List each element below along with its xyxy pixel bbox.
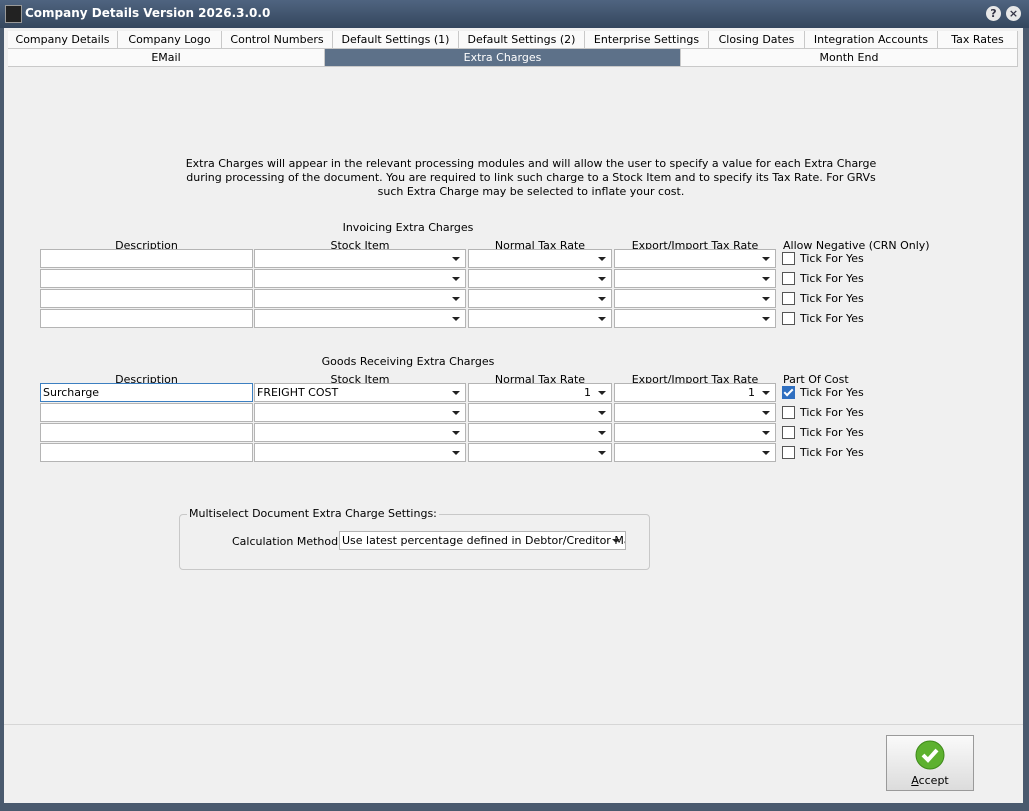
checkbox-label: Tick For Yes (800, 446, 864, 459)
dropdown[interactable] (614, 403, 776, 422)
dropdown[interactable]: 1 (614, 383, 776, 402)
app-icon (5, 5, 22, 23)
tab[interactable]: Default Settings (2) (459, 31, 585, 49)
text-input[interactable] (40, 403, 253, 422)
checkbox-label: Tick For Yes (800, 426, 864, 439)
checkbox[interactable] (782, 426, 795, 439)
dropdown[interactable] (254, 423, 466, 442)
accept-label: Accept (911, 774, 949, 787)
dropdown[interactable] (614, 249, 776, 268)
dropdown[interactable] (254, 269, 466, 288)
dropdown[interactable] (614, 289, 776, 308)
checkbox[interactable] (782, 252, 795, 265)
dropdown[interactable] (254, 403, 466, 422)
separator (4, 724, 1023, 725)
dropdown[interactable] (254, 309, 466, 328)
tab[interactable]: Default Settings (1) (333, 31, 459, 49)
dropdown[interactable] (254, 249, 466, 268)
accept-button[interactable]: Accept (886, 735, 974, 791)
checkbox-label: Tick For Yes (800, 406, 864, 419)
dropdown[interactable] (468, 423, 612, 442)
column-header: Description (115, 239, 178, 252)
column-header: Stock Item (330, 373, 390, 386)
dropdown[interactable] (614, 309, 776, 328)
tab[interactable]: Company Logo (118, 31, 222, 49)
field-label: Calculation Method (232, 535, 339, 548)
dropdown[interactable] (468, 269, 612, 288)
text-input[interactable] (40, 309, 253, 328)
column-header: Description (115, 373, 178, 386)
checkbox[interactable] (782, 292, 795, 305)
tab[interactable]: Extra Charges (325, 49, 681, 67)
dropdown[interactable]: 1 (468, 383, 612, 402)
column-header: Export/Import Tax Rate (631, 373, 759, 386)
tab[interactable]: Month End (681, 49, 1018, 67)
column-header: Part Of Cost (783, 373, 849, 386)
tab[interactable]: Tax Rates (938, 31, 1018, 49)
checkbox[interactable] (782, 386, 795, 399)
dropdown[interactable] (468, 249, 612, 268)
text-input[interactable] (40, 269, 253, 288)
accept-icon (915, 740, 945, 770)
tab[interactable]: EMail (8, 49, 325, 67)
tab[interactable]: Closing Dates (709, 31, 805, 49)
dropdown[interactable] (468, 443, 612, 462)
dropdown[interactable]: FREIGHT COST (254, 383, 466, 402)
checkbox-label: Tick For Yes (800, 272, 864, 285)
checkbox[interactable] (782, 272, 795, 285)
dropdown[interactable] (468, 289, 612, 308)
column-header: Normal Tax Rate (494, 373, 586, 386)
text-input[interactable] (40, 443, 253, 462)
column-header: Export/Import Tax Rate (631, 239, 759, 252)
dropdown[interactable] (254, 443, 466, 462)
dropdown[interactable] (614, 269, 776, 288)
checkbox-label: Tick For Yes (800, 292, 864, 305)
text-input[interactable]: Surcharge (40, 383, 253, 402)
text-input[interactable] (40, 423, 253, 442)
checkbox[interactable] (782, 406, 795, 419)
dropdown[interactable] (614, 443, 776, 462)
column-header: Normal Tax Rate (494, 239, 586, 252)
text-input[interactable] (40, 289, 253, 308)
section-title: Invoicing Extra Charges (342, 221, 474, 234)
checkbox-label: Tick For Yes (800, 252, 864, 265)
dropdown[interactable] (468, 403, 612, 422)
dropdown[interactable] (468, 309, 612, 328)
checkbox[interactable] (782, 446, 795, 459)
text-input[interactable] (40, 249, 253, 268)
checkbox-label: Tick For Yes (800, 386, 864, 399)
tab[interactable]: Integration Accounts (805, 31, 938, 49)
checkbox[interactable] (782, 312, 795, 325)
intro-text: Extra Charges will appear in the relevan… (185, 157, 877, 198)
dropdown[interactable]: Use latest percentage defined in Debtor/… (339, 531, 626, 550)
section-title: Goods Receiving Extra Charges (321, 355, 495, 368)
tab[interactable]: Company Details (8, 31, 118, 49)
dropdown[interactable] (614, 423, 776, 442)
help-button[interactable]: ? (986, 6, 1001, 21)
dropdown[interactable] (254, 289, 466, 308)
group-legend: Multiselect Document Extra Charge Settin… (187, 507, 439, 520)
tab[interactable]: Enterprise Settings (585, 31, 709, 49)
tab[interactable]: Control Numbers (222, 31, 333, 49)
title-bar (0, 0, 1029, 28)
checkbox-label: Tick For Yes (800, 312, 864, 325)
window-title: Company Details Version 2026.3.0.0 (25, 6, 271, 20)
close-button[interactable]: × (1006, 6, 1021, 21)
column-header: Allow Negative (CRN Only) (783, 239, 930, 252)
column-header: Stock Item (330, 239, 390, 252)
